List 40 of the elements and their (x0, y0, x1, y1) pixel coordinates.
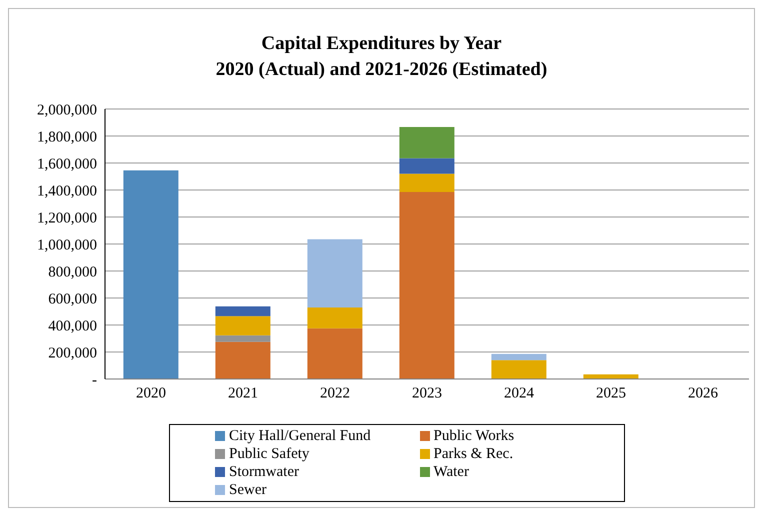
legend-label: Public Works (434, 427, 514, 445)
x-tick-label: 2021 (228, 386, 258, 402)
y-tick-label: 1,000,000 (37, 237, 97, 254)
y-tick-label: 1,800,000 (37, 129, 97, 146)
bar (215, 316, 270, 336)
x-tick-label: 2026 (688, 386, 718, 402)
legend-label: City Hall/General Fund (229, 427, 371, 445)
y-tick-label: 1,600,000 (37, 156, 97, 172)
y-tick-label: 1,400,000 (37, 183, 97, 200)
bar (307, 328, 362, 379)
bar (307, 239, 362, 308)
legend-label: Water (434, 463, 469, 481)
bar (399, 174, 454, 192)
y-tick-label: 200,000 (48, 345, 97, 362)
bar (399, 158, 454, 174)
y-tick-label: 400,000 (48, 318, 97, 334)
y-tick-label: 2,000,000 (37, 102, 97, 118)
legend-label: Public Safety (229, 445, 310, 463)
y-tick-label: 1,200,000 (37, 210, 97, 226)
y-tick-label: 600,000 (48, 291, 97, 308)
bar (491, 360, 546, 379)
x-tick-label: 2022 (320, 386, 350, 402)
bar (399, 126, 454, 158)
bar (215, 306, 270, 316)
x-tick-label: 2020 (136, 386, 166, 402)
bar (215, 335, 270, 342)
bar (123, 170, 178, 379)
bar (399, 192, 454, 379)
x-tick-label: 2024 (504, 386, 534, 402)
y-tick-label: - (92, 372, 97, 388)
legend-label: Parks & Rec. (434, 445, 514, 463)
bar (307, 307, 362, 328)
legend-label: Stormwater (229, 463, 299, 481)
bar (215, 342, 270, 379)
x-tick-label: 2023 (412, 386, 442, 402)
legend-label: Sewer (229, 481, 266, 499)
x-tick-label: 2025 (596, 386, 626, 402)
chart-title: Capital Expenditures by Year 2020 (Actual) and 2021-2026 (Estimated) (214, 32, 548, 82)
y-tick-label: 800,000 (48, 264, 97, 280)
bar (491, 354, 546, 360)
